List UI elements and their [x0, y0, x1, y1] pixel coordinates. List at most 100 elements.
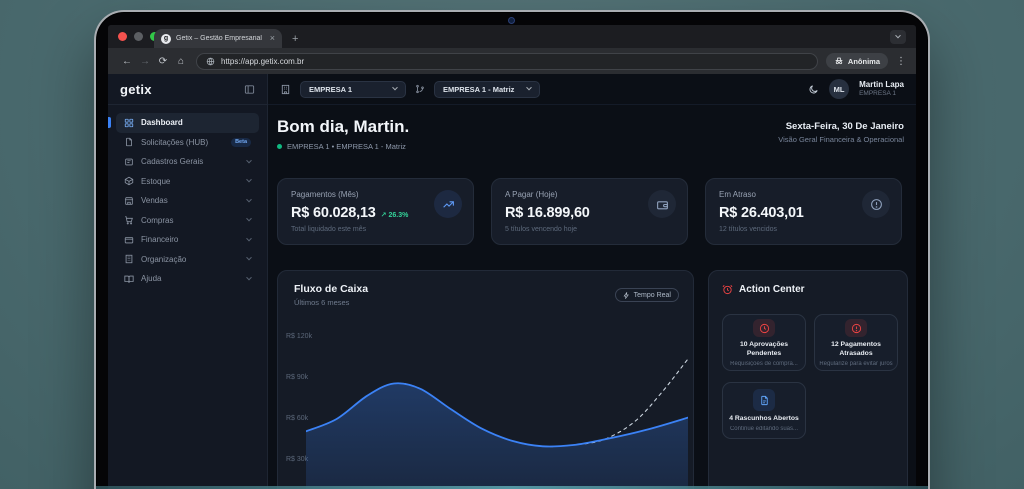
action-card-subtitle: Continue editando suas... — [729, 425, 799, 432]
window-minimize-button[interactable] — [134, 32, 143, 41]
user-company: EMPRESA 1 — [859, 89, 896, 97]
sidebar-item-ajuda[interactable]: Ajuda — [116, 269, 259, 289]
branch-icon — [416, 84, 424, 94]
browser-toolbar: ← → ⟳ ⌂ https://app.getix.com.br Anônima… — [108, 48, 916, 74]
kpi-card-pagamentos[interactable]: Pagamentos (Mês) R$ 60.028,13 ↗ 26.3% To… — [277, 178, 474, 245]
company-building-icon — [281, 84, 290, 94]
kpi-label: Pagamentos (Mês) — [291, 190, 359, 199]
y-tick-60k: R$ 60k — [286, 415, 309, 422]
user-name: Martin Lapa — [859, 80, 904, 90]
wallet-icon — [648, 190, 676, 218]
page-title: Bom dia, Martin. — [277, 117, 410, 136]
sidebar-item-label: Cadastros Gerais — [141, 157, 204, 167]
company-context: EMPRESA 1 • EMPRESA 1 - Matriz — [277, 142, 406, 151]
shopping-cart-icon — [125, 216, 133, 225]
sidebar-collapse-icon[interactable] — [244, 84, 255, 95]
alarm-clock-icon — [722, 285, 733, 295]
back-button[interactable]: ← — [122, 55, 132, 67]
reload-button[interactable]: ⟳ — [158, 55, 168, 67]
action-center-title: Action Center — [739, 284, 805, 295]
url-bar[interactable]: https://app.getix.com.br — [196, 52, 818, 70]
sidebar-item-dashboard[interactable]: Dashboard — [108, 113, 259, 133]
tab-list-chevron-button[interactable] — [890, 30, 906, 44]
user-avatar[interactable]: ML — [829, 79, 850, 99]
trending-up-icon — [434, 190, 462, 218]
dashboard-grid-icon — [124, 118, 134, 127]
browser-window: g Getix – Gestão Empresarial × + ← → ⟳ ⌂… — [108, 25, 916, 489]
cashflow-title: Fluxo de Caixa — [294, 283, 369, 295]
cashflow-plot — [306, 358, 688, 489]
chevron-down-icon — [246, 177, 252, 183]
y-tick-30k: R$ 30k — [286, 456, 309, 463]
action-center-panel: Action Center 10 Aprovações Pendentes Re… — [708, 270, 908, 489]
sidebar-item-label: Estoque — [141, 176, 171, 186]
kpi-card-em-atraso[interactable]: Em Atraso R$ 26.403,01 12 títulos vencid… — [705, 178, 902, 245]
kpi-value: R$ 60.028,13 — [291, 205, 376, 221]
sidebar-item-organizacao[interactable]: Organização — [116, 250, 259, 270]
alert-circle-icon — [845, 319, 867, 338]
beta-badge: Beta — [231, 137, 251, 147]
kpi-card-a-pagar[interactable]: A Pagar (Hoje) R$ 16.899,60 5 títulos ve… — [491, 178, 688, 245]
home-button[interactable]: ⌂ — [177, 55, 185, 67]
sidebar-item-solicitacoes[interactable]: Solicitações (HUB) Beta — [116, 133, 259, 153]
building-icon — [125, 255, 133, 264]
branch-select-value: EMPRESA 1 - Matriz — [443, 84, 515, 94]
kpi-value: R$ 16.899,60 — [505, 205, 590, 221]
window-close-button[interactable] — [118, 32, 127, 41]
url-text: https://app.getix.com.br — [221, 56, 305, 66]
action-card-pagamentos-atrasados[interactable]: 12 Pagamentos Atrasados Regularize para … — [814, 314, 898, 371]
sidebar-item-vendas[interactable]: Vendas — [116, 191, 259, 211]
realtime-badge-label: Tempo Real — [633, 291, 671, 299]
tab-close-icon[interactable]: × — [269, 33, 275, 43]
sidebar: getix Dashboard Solicitações (HUB) Beta — [108, 74, 268, 489]
storefront-icon — [124, 197, 134, 205]
credit-card-icon — [124, 236, 134, 244]
sidebar-item-compras[interactable]: Compras — [116, 211, 259, 231]
sidebar-item-label: Solicitações (HUB) — [141, 137, 209, 147]
laptop-frame: g Getix – Gestão Empresarial × + ← → ⟳ ⌂… — [94, 10, 930, 489]
sidebar-item-financeiro[interactable]: Financeiro — [116, 230, 259, 250]
action-card-aprovacoes[interactable]: 10 Aprovações Pendentes Requisições de c… — [722, 314, 806, 371]
browser-tab[interactable]: g Getix – Gestão Empresarial × — [154, 29, 282, 48]
moon-icon[interactable] — [808, 84, 819, 95]
branch-select[interactable]: EMPRESA 1 - Matriz — [434, 80, 540, 98]
sidebar-divider — [108, 104, 267, 105]
status-dot-icon — [277, 144, 282, 149]
book-icon — [124, 275, 134, 283]
forward-button[interactable]: → — [140, 55, 150, 67]
company-select[interactable]: EMPRESA 1 — [300, 80, 406, 98]
sidebar-item-estoque[interactable]: Estoque — [116, 172, 259, 192]
chevron-down-icon — [392, 84, 398, 91]
alert-circle-icon — [862, 190, 890, 218]
kpi-label: A Pagar (Hoje) — [505, 190, 558, 199]
webcam-dot — [508, 17, 515, 24]
action-card-rascunhos[interactable]: 4 Rascunhos Abertos Continue editando su… — [722, 382, 806, 439]
chevron-down-icon — [246, 255, 252, 261]
kpi-caption: 5 títulos vencendo hoje — [505, 226, 577, 233]
kpi-label: Em Atraso — [719, 190, 756, 199]
date-block: Sexta-Feira, 30 De Janeiro Visão Geral F… — [778, 121, 904, 144]
sidebar-nav: Dashboard Solicitações (HUB) Beta Cadast… — [108, 105, 267, 297]
chevron-down-icon — [246, 216, 252, 222]
chevron-down-icon — [246, 274, 252, 281]
incognito-icon — [835, 57, 843, 65]
browser-menu-button[interactable]: ⋮ — [896, 55, 906, 67]
records-card-icon — [125, 158, 133, 166]
clock-icon — [753, 319, 775, 338]
action-card-title: 10 Aprovações Pendentes — [739, 341, 789, 358]
action-card-subtitle: Regularize para evitar juros — [819, 361, 893, 366]
app-topbar: EMPRESA 1 EMPRESA 1 - Matriz ML Martin L… — [268, 74, 916, 105]
chevron-down-icon — [895, 32, 901, 39]
sidebar-item-label: Vendas — [141, 196, 168, 206]
chevron-down-icon — [246, 196, 252, 203]
sidebar-item-cadastros-gerais[interactable]: Cadastros Gerais — [116, 152, 259, 172]
realtime-badge: Tempo Real — [614, 288, 679, 302]
user-info[interactable]: Martin Lapa EMPRESA 1 — [859, 80, 904, 97]
page-subtitle: Visão Geral Financeira & Operacional — [778, 135, 904, 144]
sidebar-item-label: Ajuda — [141, 274, 162, 284]
browser-tabstrip: g Getix – Gestão Empresarial × + — [108, 25, 916, 48]
chevron-down-icon — [526, 84, 532, 91]
new-tab-button[interactable]: + — [292, 33, 299, 45]
getix-logo: getix — [120, 81, 152, 97]
incognito-badge: Anônima — [825, 53, 888, 69]
